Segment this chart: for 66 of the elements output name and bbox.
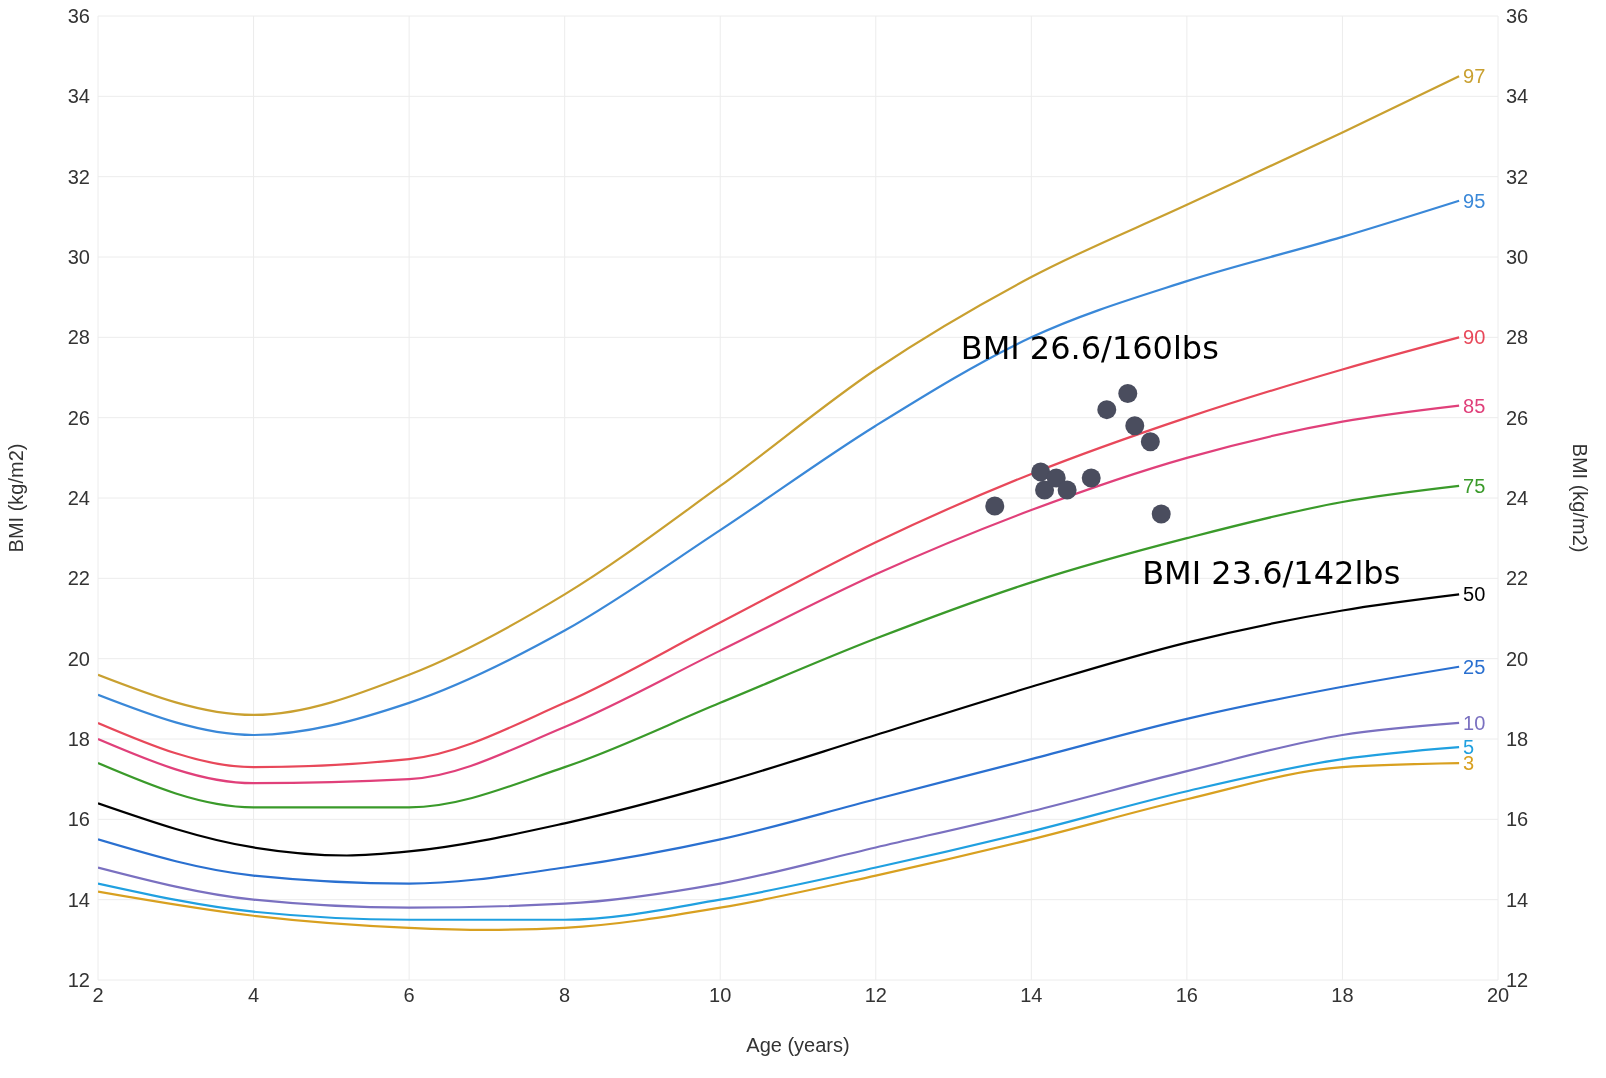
x-tick-label: 12 [864, 984, 887, 1007]
x-tick-label: 8 [559, 984, 571, 1007]
y2-tick-label: 28 [1506, 326, 1529, 349]
y2-tick-label: 14 [1506, 888, 1529, 911]
point [1031, 462, 1051, 482]
series-label: 25 [1463, 655, 1486, 678]
series-label: 95 [1463, 189, 1486, 212]
line-series [98, 593, 1461, 857]
y-tick-label: 20 [67, 647, 90, 670]
y-axis-title: BMI (kg/m2) [5, 443, 28, 553]
x-tick-label: 2 [92, 984, 104, 1007]
y-tick-label: 12 [67, 969, 90, 992]
y-tick-label: 30 [67, 246, 90, 269]
x-tick-label: 16 [1175, 984, 1199, 1007]
point [1151, 504, 1171, 524]
y2-tick-label: 24 [1506, 487, 1529, 510]
point [985, 496, 1005, 516]
x-axis-title: Age (years) [746, 1034, 850, 1056]
series-label: 50 [1463, 583, 1486, 606]
y2-tick-label: 30 [1506, 246, 1529, 269]
y-tick-label: 16 [67, 808, 90, 831]
annotation: BMI 23.6/142lbs [1142, 554, 1401, 593]
point [1097, 400, 1117, 420]
y2-tick-label: 22 [1506, 567, 1529, 590]
line-series [98, 665, 1461, 885]
annotation: BMI 26.6/160lbs [960, 328, 1219, 367]
series-label: 85 [1463, 394, 1486, 417]
y-tick-label: 14 [67, 888, 90, 911]
point [1118, 384, 1138, 404]
x-tick-label: 4 [247, 984, 260, 1007]
point [1035, 480, 1055, 500]
point [1046, 468, 1066, 488]
y-tick-label: 22 [67, 567, 90, 590]
y2-axis-title: BMI (kg/m2) [1568, 443, 1591, 553]
point [1125, 416, 1145, 436]
y2-tick-label: 32 [1506, 165, 1529, 188]
y2-tick-label: 34 [1506, 85, 1529, 108]
series-label: 10 [1463, 711, 1486, 734]
line-series [98, 75, 1461, 716]
x-tick-label: 14 [1020, 984, 1043, 1007]
point [1081, 468, 1101, 488]
y2-tick-label: 18 [1506, 728, 1529, 751]
x-tick-label: 6 [403, 984, 415, 1007]
line-series [98, 404, 1461, 785]
y2-tick-label: 26 [1506, 406, 1529, 429]
y-tick-label: 18 [67, 728, 90, 751]
line-series [98, 484, 1461, 809]
y-tick-label: 24 [67, 487, 90, 510]
y-tick-label: 26 [67, 406, 90, 429]
y-tick-label: 34 [67, 85, 90, 108]
series-label: 90 [1463, 326, 1486, 349]
y2-tick-label: 16 [1506, 808, 1529, 831]
x-tick-label: 10 [709, 984, 732, 1007]
point [1057, 480, 1077, 500]
line-series [98, 199, 1461, 737]
point [1140, 432, 1160, 452]
series-label: 97 [1463, 65, 1486, 88]
y-tick-label: 28 [67, 326, 90, 349]
line-series [98, 336, 1461, 769]
series-label: 75 [1463, 474, 1486, 497]
y-tick-label: 36 [67, 5, 90, 28]
y-tick-label: 32 [67, 165, 90, 188]
y2-tick-label: 36 [1506, 5, 1529, 28]
line-series [98, 721, 1461, 909]
x-tick-label: 18 [1331, 984, 1354, 1007]
y2-tick-label: 20 [1506, 647, 1529, 670]
